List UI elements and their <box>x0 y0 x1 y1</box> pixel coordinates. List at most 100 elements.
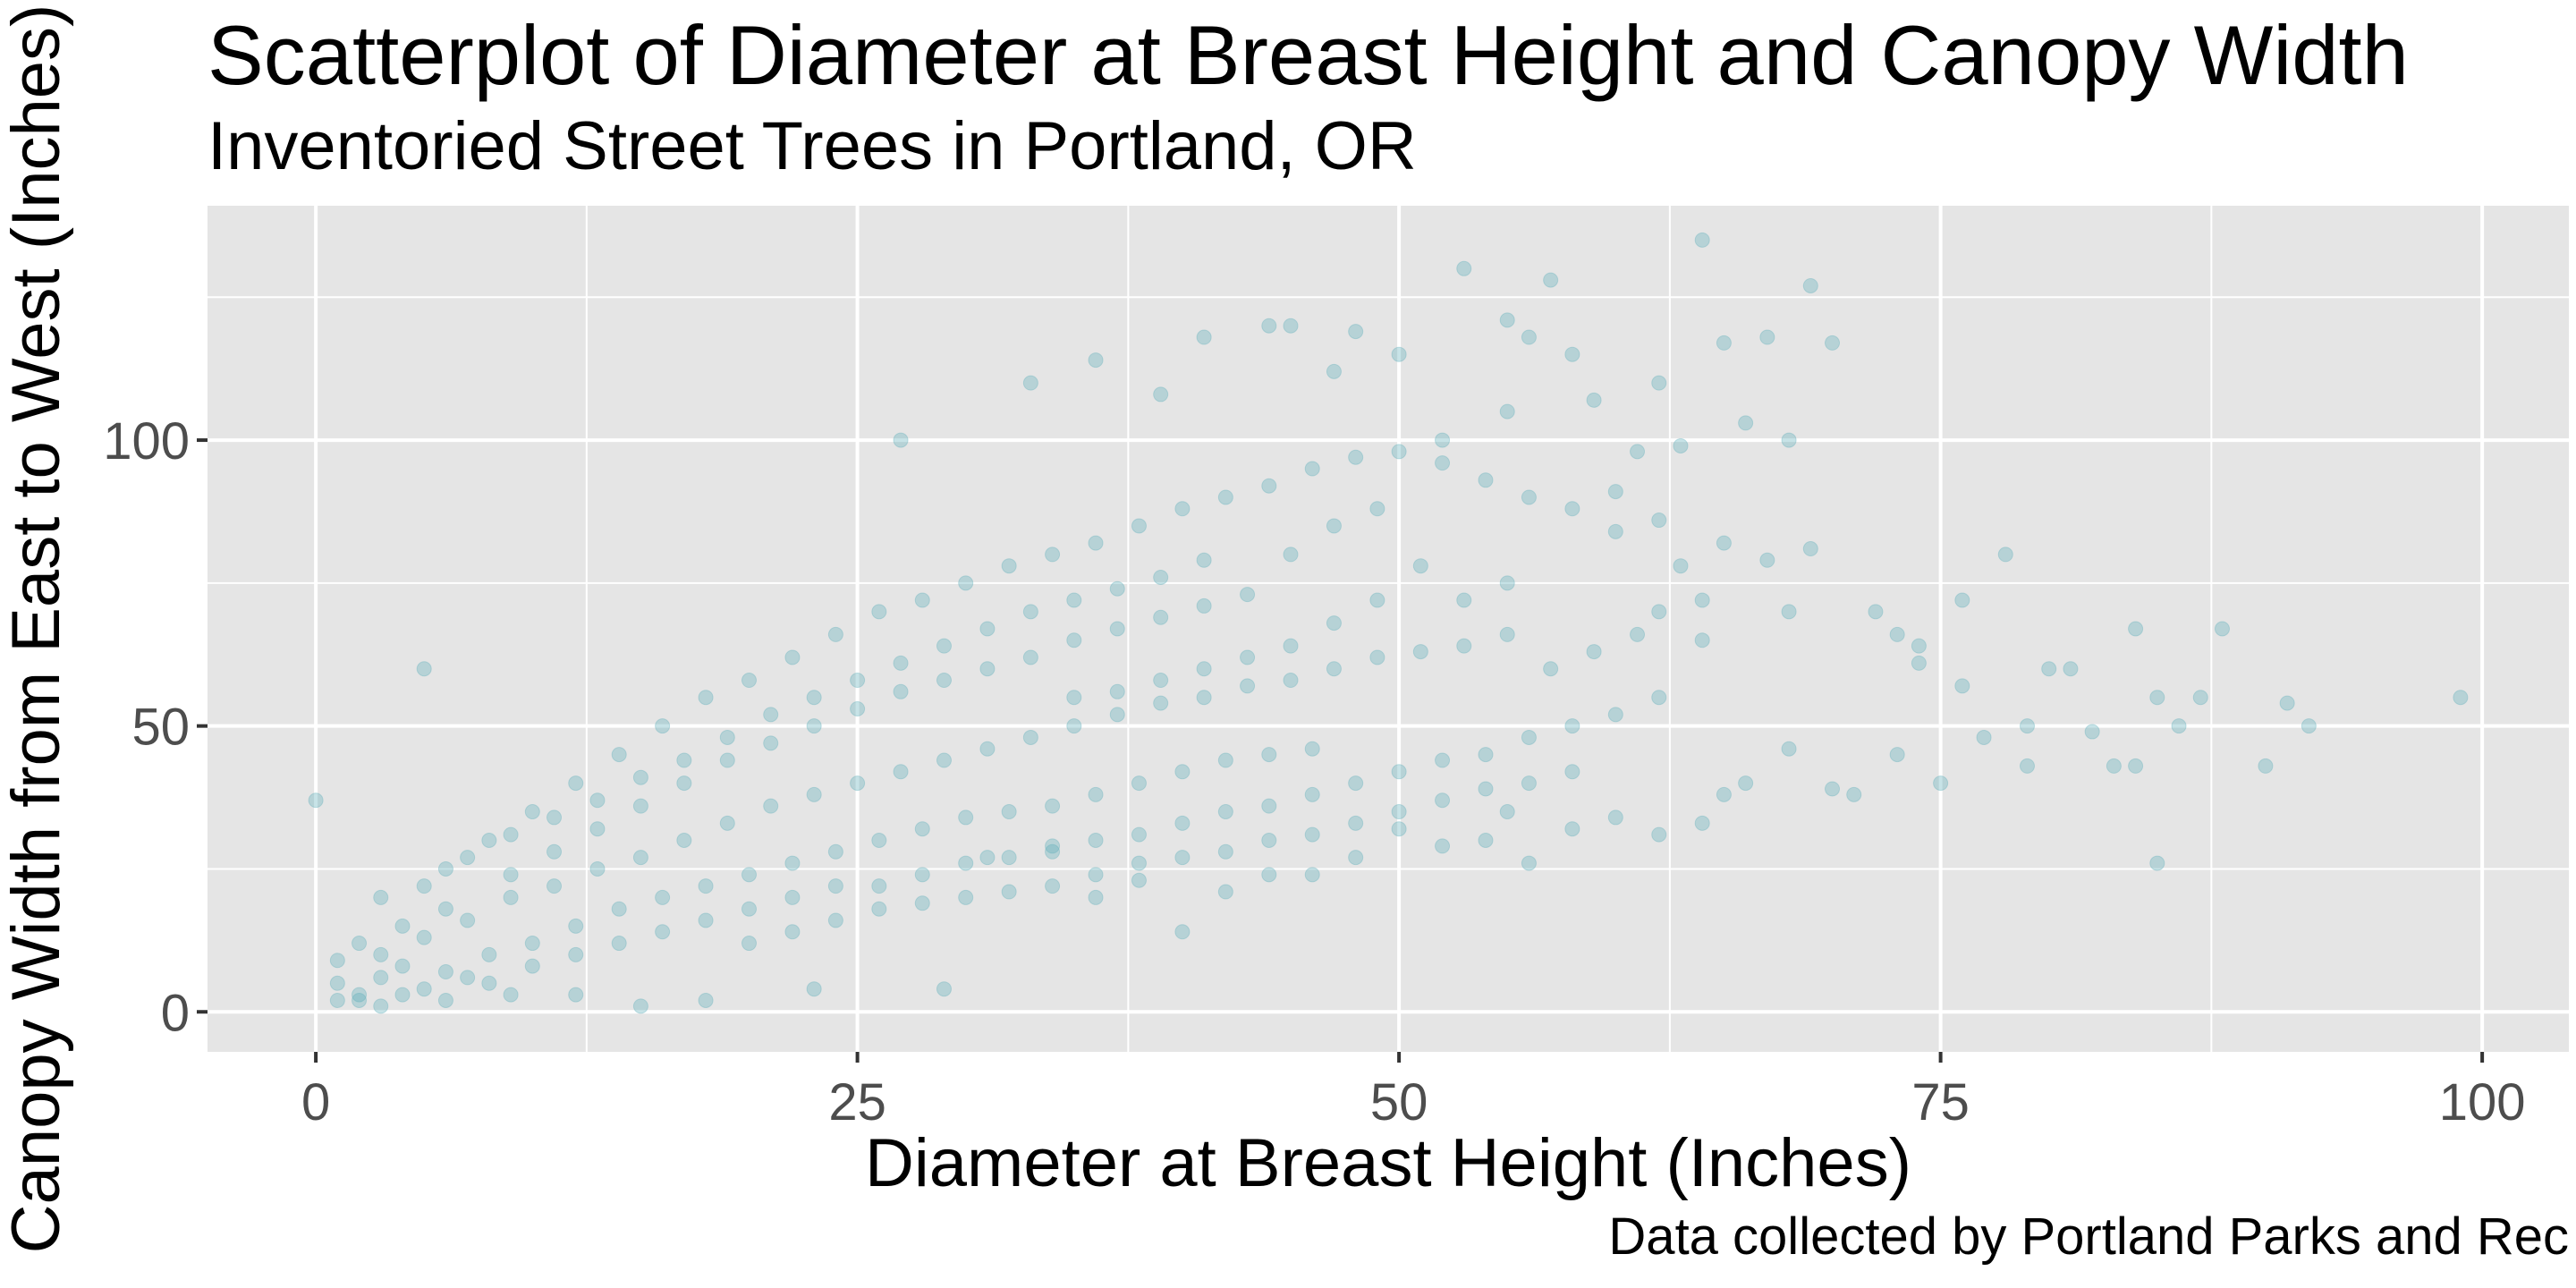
data-point <box>1391 821 1407 837</box>
data-point <box>655 924 671 940</box>
data-point <box>1607 707 1623 723</box>
data-point <box>1261 478 1277 494</box>
data-point <box>611 901 627 917</box>
data-point <box>1304 461 1320 477</box>
data-point <box>568 946 584 962</box>
data-point <box>784 889 801 905</box>
data-point <box>1001 804 1017 820</box>
data-point <box>2128 621 2144 637</box>
data-point <box>547 809 563 826</box>
data-point <box>1694 592 1710 608</box>
data-point <box>1109 621 1125 637</box>
data-point <box>1045 878 1061 894</box>
x-tick-label: 25 <box>828 1073 886 1131</box>
data-point <box>2301 718 2317 734</box>
data-point <box>1954 592 1970 608</box>
data-point <box>373 946 389 962</box>
data-point <box>979 850 996 866</box>
data-point <box>2192 690 2208 706</box>
data-point <box>806 786 822 802</box>
data-point <box>1196 329 1212 345</box>
data-point <box>1976 729 1992 745</box>
data-point <box>1607 523 1623 539</box>
data-points <box>308 232 2469 1014</box>
data-point <box>1651 375 1667 391</box>
data-point <box>1543 661 1559 677</box>
data-point <box>1217 804 1233 820</box>
data-point <box>1045 843 1061 860</box>
data-point <box>1304 826 1320 843</box>
data-point <box>806 690 822 706</box>
x-tick-label: 75 <box>1911 1073 1970 1131</box>
data-point <box>394 987 411 1003</box>
data-point <box>1153 569 1169 585</box>
data-point <box>1564 821 1580 837</box>
data-point <box>1326 363 1342 379</box>
chart-caption: Data collected by Portland Parks and Rec <box>1608 1208 2569 1266</box>
data-point <box>524 958 540 974</box>
data-point <box>373 889 389 905</box>
data-point <box>437 860 453 877</box>
data-point <box>1781 741 1797 757</box>
data-point <box>632 998 648 1014</box>
data-point <box>1889 747 1905 763</box>
data-point <box>503 826 519 843</box>
data-point <box>568 775 584 792</box>
data-point <box>1694 815 1710 831</box>
data-point <box>1369 501 1385 517</box>
data-point <box>1283 673 1299 689</box>
data-point <box>1630 444 1646 460</box>
data-point <box>1109 707 1125 723</box>
data-point <box>2128 758 2144 774</box>
data-point <box>979 741 996 757</box>
data-point <box>871 833 887 848</box>
data-point <box>1478 472 1494 488</box>
data-point <box>958 809 974 826</box>
data-point <box>1348 324 1364 340</box>
data-point <box>437 901 453 917</box>
data-point <box>329 953 345 969</box>
data-point <box>1066 690 1082 706</box>
data-point <box>719 815 735 831</box>
data-point <box>827 878 843 894</box>
data-point <box>1283 638 1299 654</box>
data-point <box>1131 518 1147 534</box>
data-point <box>2063 661 2079 677</box>
data-point <box>1738 415 1754 431</box>
data-point <box>1283 318 1299 334</box>
data-point <box>460 970 476 986</box>
data-point <box>936 752 952 768</box>
data-point <box>1326 615 1342 631</box>
data-point <box>1586 392 1602 408</box>
data-point <box>936 673 952 689</box>
data-point <box>936 981 952 997</box>
data-point <box>1521 775 1537 792</box>
data-point <box>741 936 758 952</box>
data-point <box>893 683 909 699</box>
data-point <box>1283 547 1299 563</box>
data-point <box>1825 781 1841 797</box>
data-point <box>437 992 453 1008</box>
data-point <box>958 855 974 871</box>
data-point <box>416 981 432 997</box>
data-point <box>655 718 671 734</box>
data-point <box>1217 752 1233 768</box>
data-point <box>1045 798 1061 814</box>
data-point <box>806 981 822 997</box>
data-point <box>1304 786 1320 802</box>
data-point <box>1911 655 1927 671</box>
x-tick-label: 50 <box>1370 1073 1428 1131</box>
data-point <box>437 964 453 980</box>
data-point <box>1716 786 1732 802</box>
data-point <box>1088 867 1104 883</box>
data-point <box>871 604 887 620</box>
data-point <box>524 804 540 820</box>
data-point <box>676 752 692 768</box>
data-point <box>850 673 866 689</box>
data-point <box>1153 695 1169 711</box>
data-point <box>827 843 843 860</box>
data-point <box>524 936 540 952</box>
data-point <box>1196 597 1212 614</box>
chart-title: Scatterplot of Diameter at Breast Height… <box>208 8 2409 102</box>
data-point <box>547 843 563 860</box>
